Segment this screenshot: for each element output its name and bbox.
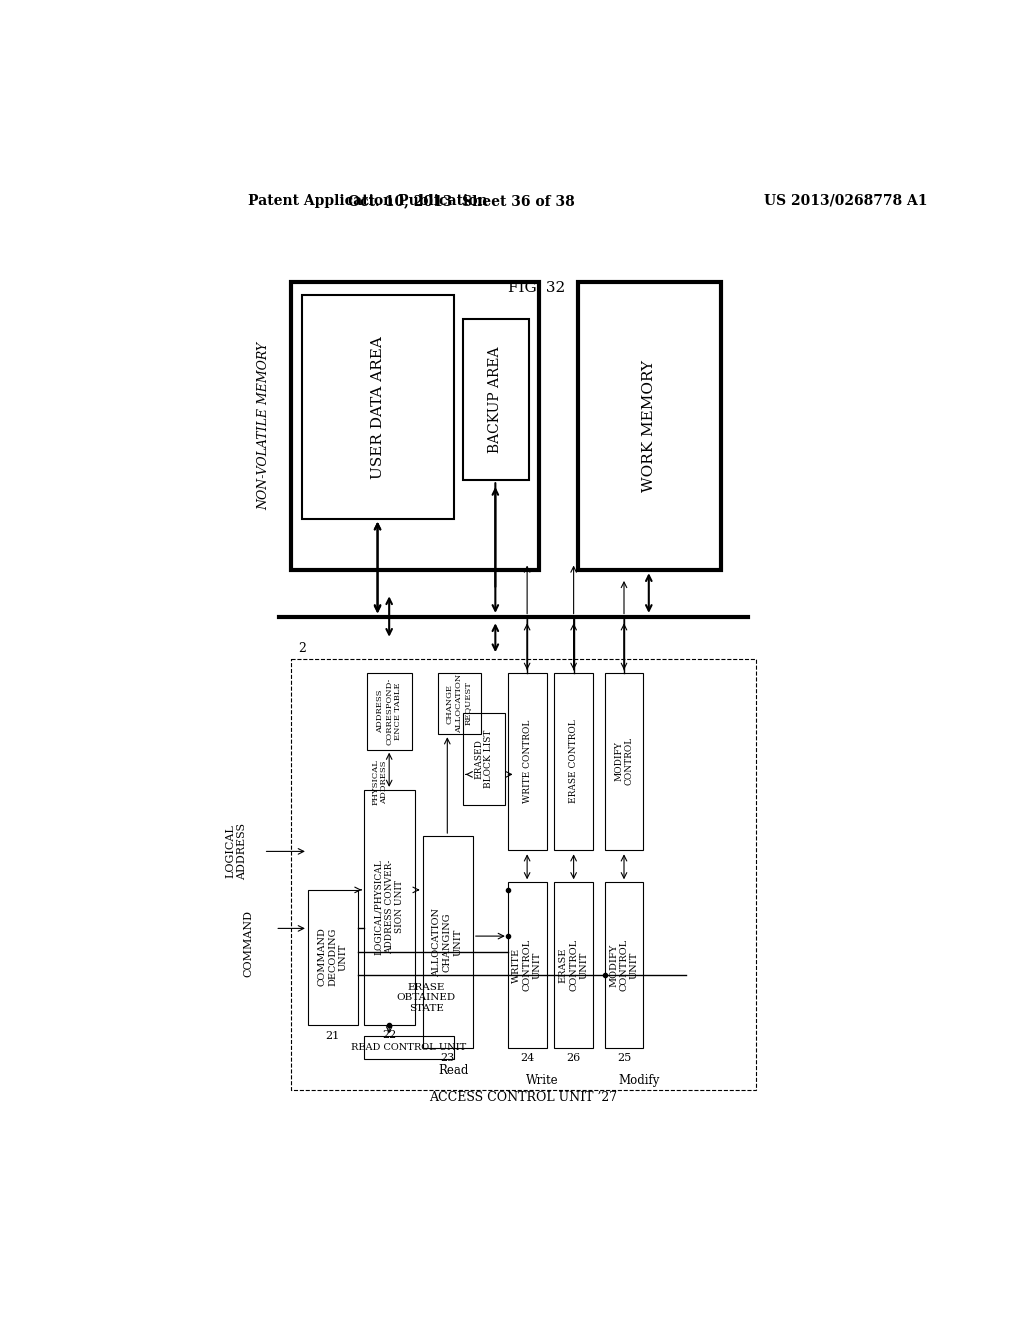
- Bar: [291, 281, 539, 570]
- Bar: [365, 789, 415, 1024]
- Text: ERASE
OBTAINED
STATE: ERASE OBTAINED STATE: [397, 983, 456, 1012]
- Text: ERASE
CONTROL
UNIT: ERASE CONTROL UNIT: [559, 940, 589, 991]
- Text: Write: Write: [526, 1074, 559, 1088]
- Text: WORK MEMORY: WORK MEMORY: [642, 360, 655, 492]
- Text: Read: Read: [438, 1064, 469, 1077]
- Text: Oct. 10, 2013  Sheet 36 of 38: Oct. 10, 2013 Sheet 36 of 38: [348, 194, 574, 207]
- Text: USER DATA AREA: USER DATA AREA: [371, 335, 385, 479]
- Text: 24: 24: [520, 1053, 535, 1063]
- Bar: [508, 882, 547, 1048]
- Bar: [423, 836, 473, 1048]
- Text: 26: 26: [566, 1053, 581, 1063]
- Text: LOGICAL/PHYSICAL
ADDRESS CONVER-
SION UNIT: LOGICAL/PHYSICAL ADDRESS CONVER- SION UN…: [375, 859, 404, 954]
- Text: COMMAND: COMMAND: [243, 911, 253, 977]
- Text: 25: 25: [616, 1053, 631, 1063]
- Bar: [508, 673, 547, 850]
- Text: WRITE CONTROL: WRITE CONTROL: [522, 719, 531, 803]
- Text: 2: 2: [299, 642, 306, 655]
- Bar: [604, 882, 643, 1048]
- Bar: [367, 673, 412, 750]
- Bar: [308, 890, 358, 1024]
- Text: BACKUP AREA: BACKUP AREA: [488, 346, 503, 453]
- Text: READ CONTROL UNIT: READ CONTROL UNIT: [351, 1043, 466, 1052]
- Text: 22: 22: [382, 1030, 396, 1040]
- Text: 23: 23: [440, 1053, 455, 1063]
- Text: NON-VOLATILE MEMORY: NON-VOLATILE MEMORY: [257, 342, 270, 511]
- Text: ALLOCATION
CHANGING
UNIT: ALLOCATION CHANGING UNIT: [432, 908, 462, 977]
- Bar: [302, 296, 454, 519]
- Text: WRITE
CONTROL
UNIT: WRITE CONTROL UNIT: [512, 940, 542, 991]
- Bar: [365, 1036, 454, 1059]
- Text: ERASE CONTROL: ERASE CONTROL: [569, 719, 579, 803]
- Text: PHYSICAL
ADDRESS: PHYSICAL ADDRESS: [372, 759, 388, 805]
- Text: US 2013/0268778 A1: US 2013/0268778 A1: [764, 194, 927, 207]
- Bar: [554, 673, 593, 850]
- Text: MODIFY
CONTROL: MODIFY CONTROL: [614, 737, 634, 785]
- Bar: [554, 882, 593, 1048]
- Bar: [604, 673, 643, 850]
- Text: ADDRESS
CORRESPOND-
ENCE TABLE: ADDRESS CORRESPOND- ENCE TABLE: [376, 677, 402, 744]
- Text: FIG. 32: FIG. 32: [508, 281, 565, 294]
- Bar: [438, 673, 480, 734]
- Text: COMMAND
DECODING
UNIT: COMMAND DECODING UNIT: [317, 928, 347, 986]
- Text: 21: 21: [326, 1031, 340, 1041]
- Text: ERASED
BLOCK LIST: ERASED BLOCK LIST: [474, 730, 494, 788]
- Text: LOGICAL
ADDRESS: LOGICAL ADDRESS: [225, 822, 248, 880]
- Text: Patent Application Publication: Patent Application Publication: [248, 194, 487, 207]
- Text: CHANGE
ALLOCATION
REQUEST: CHANGE ALLOCATION REQUEST: [445, 675, 472, 733]
- Text: ACCESS CONTROL UNIT ’27: ACCESS CONTROL UNIT ’27: [429, 1092, 617, 1105]
- Bar: [578, 281, 721, 570]
- Text: Modify: Modify: [618, 1074, 660, 1088]
- Text: MODIFY
CONTROL
UNIT: MODIFY CONTROL UNIT: [609, 940, 639, 991]
- Bar: [463, 318, 528, 480]
- Bar: [291, 659, 756, 1090]
- Bar: [463, 713, 506, 805]
